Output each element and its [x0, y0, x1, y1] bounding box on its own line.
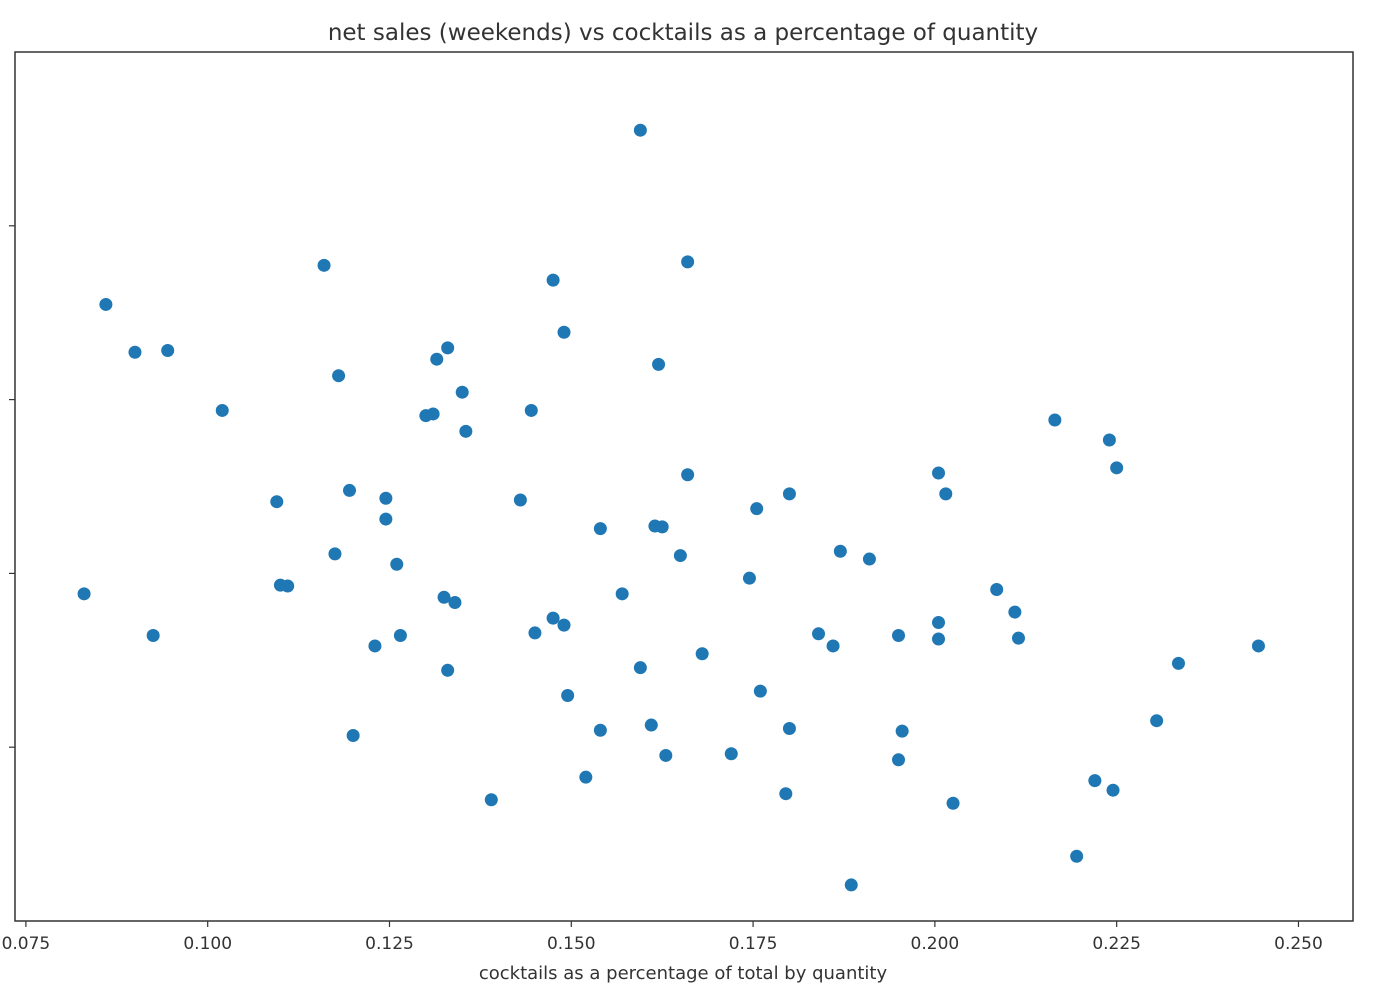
- plot-area-frame: [14, 51, 1354, 922]
- scatter-point: [833, 544, 847, 558]
- scatter-point: [346, 728, 360, 742]
- scatter-point: [750, 502, 764, 516]
- scatter-point: [593, 723, 607, 737]
- scatter-point: [724, 747, 738, 761]
- scatter-point: [633, 123, 647, 137]
- scatter-point: [1070, 849, 1084, 863]
- scatter-point: [826, 639, 840, 653]
- scatter-point: [742, 571, 756, 585]
- scatter-point: [782, 722, 796, 736]
- x-tick-label: 0.075: [2, 934, 51, 954]
- scatter-point: [1102, 433, 1116, 447]
- scatter-point: [281, 579, 295, 593]
- scatter-point: [561, 688, 575, 702]
- scatter-point: [448, 596, 462, 610]
- x-tick-label: 0.250: [1274, 934, 1323, 954]
- x-axis-ticks: 0.075 0.100 0.125 0.150 0.175 0.200 0.225 0.250: [2, 921, 1323, 954]
- scatter-point: [939, 487, 953, 501]
- scatter-point: [343, 483, 356, 497]
- scatter-point: [546, 273, 560, 287]
- scatter-point: [659, 748, 673, 762]
- x-tick-label: 0.125: [365, 934, 414, 954]
- scatter-point: [1048, 413, 1062, 427]
- scatter-point: [328, 547, 342, 561]
- x-tick-label: 0.100: [183, 934, 232, 954]
- scatter-point: [946, 796, 960, 810]
- scatter-point: [695, 647, 709, 661]
- scatter-point: [655, 520, 669, 534]
- scatter-point: [317, 258, 331, 272]
- scatter-point: [644, 718, 658, 732]
- scatter-point: [932, 615, 946, 629]
- scatter-point: [1088, 774, 1102, 788]
- scatter-point: [441, 663, 455, 677]
- x-tick-label: 0.200: [911, 934, 960, 954]
- scatter-point: [513, 493, 527, 507]
- chart-title: net sales (weekends) vs cocktails as a p…: [328, 20, 1038, 46]
- scatter-point: [215, 403, 229, 417]
- scatter-point: [524, 403, 538, 417]
- scatter-point: [812, 627, 826, 641]
- scatter-point: [557, 325, 571, 339]
- scatter-point: [753, 684, 767, 698]
- scatter-point: [990, 582, 1004, 596]
- scatter-points: [77, 123, 1265, 892]
- scatter-point: [892, 753, 906, 767]
- scatter-point: [1150, 714, 1164, 728]
- scatter-point: [1251, 639, 1265, 653]
- scatter-point: [332, 369, 346, 383]
- scatter-point: [99, 297, 113, 311]
- x-axis-label: cocktails as a percentage of total by qu…: [479, 963, 888, 984]
- scatter-point: [681, 468, 695, 482]
- scatter-point: [528, 626, 542, 640]
- scatter-point: [1110, 461, 1124, 475]
- x-tick-label: 0.175: [729, 934, 778, 954]
- x-tick-label: 0.225: [1092, 934, 1141, 954]
- scatter-point: [1008, 605, 1022, 619]
- scatter-point: [379, 512, 393, 526]
- scatter-point: [779, 787, 793, 801]
- scatter-point: [455, 385, 469, 399]
- scatter-point: [932, 466, 946, 480]
- scatter-point: [270, 495, 284, 509]
- scatter-point: [1012, 631, 1025, 645]
- scatter-point: [862, 552, 876, 566]
- scatter-point: [368, 639, 382, 653]
- scatter-point: [615, 587, 629, 601]
- scatter-point: [681, 255, 695, 269]
- scatter-point: [390, 557, 404, 571]
- scatter-point: [579, 770, 593, 784]
- scatter-point: [393, 629, 407, 643]
- scatter-point: [430, 352, 444, 366]
- scatter-point: [895, 724, 909, 738]
- scatter-point: [932, 632, 946, 646]
- scatter-point: [892, 629, 906, 643]
- scatter-point: [593, 522, 607, 536]
- scatter-point: [146, 629, 160, 643]
- scatter-point: [844, 878, 858, 892]
- scatter-point: [437, 590, 451, 604]
- scatter-point: [441, 341, 455, 355]
- scatter-point: [633, 661, 647, 675]
- scatter-point: [782, 487, 796, 501]
- scatter-point: [77, 587, 91, 601]
- y-axis-ticks: [9, 225, 15, 748]
- scatter-point: [459, 424, 473, 438]
- scatter-point: [546, 611, 560, 625]
- scatter-point: [1171, 656, 1185, 670]
- scatter-point: [161, 344, 175, 358]
- scatter-point: [673, 549, 687, 563]
- scatter-point: [1106, 783, 1120, 797]
- scatter-point: [652, 357, 666, 371]
- scatter-point: [484, 793, 498, 807]
- scatter-point: [426, 407, 440, 421]
- scatter-point: [128, 345, 142, 359]
- scatter-point: [379, 491, 393, 505]
- scatter-point: [557, 618, 571, 632]
- x-tick-label: 0.150: [547, 934, 596, 954]
